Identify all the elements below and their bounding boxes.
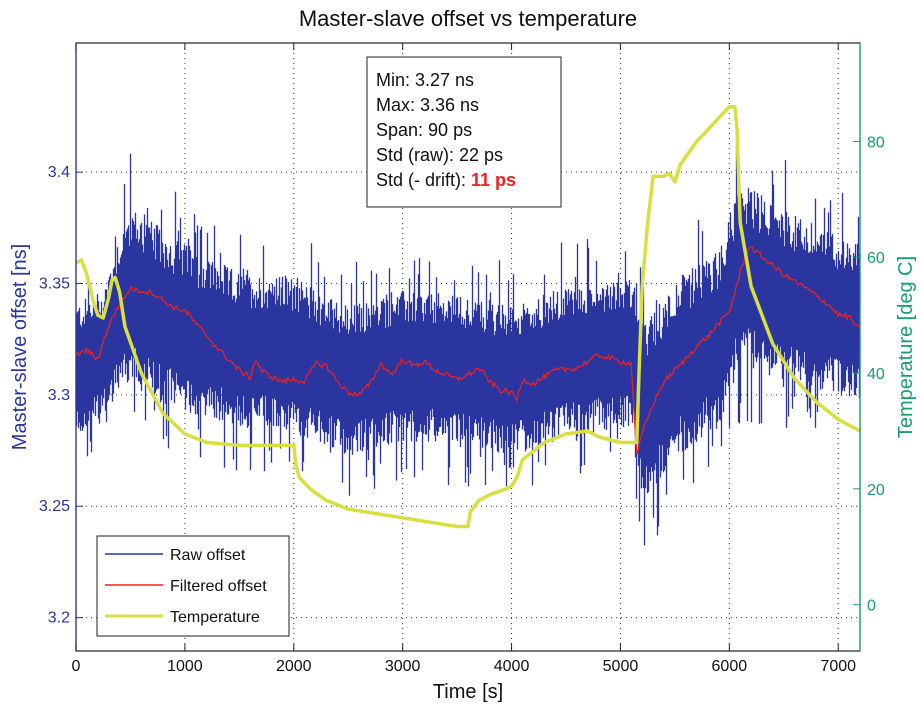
- y-tick-label: 3.25: [39, 498, 70, 515]
- stats-max: Max: 3.36 ns: [376, 95, 479, 115]
- temperature-series: [75, 104, 861, 529]
- filtered-offset-line: [75, 246, 860, 455]
- y-tick-label: 3.35: [39, 276, 70, 293]
- stats-std-raw: Std (raw): 22 ps: [376, 145, 503, 165]
- axis-ticks: 0 1000 2000 3000 4000 5000 6000 7000 3.2 3.25 3.3 3…: [39, 43, 885, 675]
- x-tick-label: 4000: [494, 658, 530, 675]
- y-tick-label: 3.2: [48, 610, 70, 627]
- legend-label-filtered: Filtered offset: [170, 578, 267, 595]
- y2-tick-label: 20: [867, 482, 885, 499]
- x-tick-label: 2000: [276, 658, 312, 675]
- legend-label-raw: Raw offset: [170, 547, 246, 564]
- stats-span: Span: 90 ps: [376, 120, 472, 140]
- y-tick-label: 3.3: [48, 387, 70, 404]
- filtered-offset-series: [75, 246, 860, 455]
- x-tick-label: 1000: [167, 658, 203, 675]
- y2-tick-label: 40: [867, 366, 885, 383]
- stats-box: Min: 3.27 ns Max: 3.36 ns Span: 90 ps St…: [366, 56, 562, 208]
- stats-min: Min: 3.27 ns: [376, 70, 474, 90]
- y-tick-label: 3.4: [48, 164, 70, 181]
- x-tick-label: 6000: [712, 658, 748, 675]
- stats-std-drift-value: 11 ps: [471, 170, 516, 190]
- x-tick-label: 3000: [385, 658, 421, 675]
- legend-label-temperature: Temperature: [170, 609, 260, 626]
- chart-title: Master-slave offset vs temperature: [299, 6, 637, 31]
- y-axis-label: Master-slave offset [ns]: [9, 244, 31, 450]
- x-tick-label: 0: [72, 658, 81, 675]
- legend-frame: [96, 535, 290, 637]
- temperature-line: [75, 104, 861, 529]
- stats-box-frame: [366, 56, 562, 208]
- legend: Raw offset Filtered offset Temperature: [96, 535, 290, 637]
- y2-axis-label: Temperature [deg C]: [895, 256, 917, 438]
- x-axis-label: Time [s]: [433, 681, 503, 703]
- y2-tick-label: 80: [867, 134, 885, 151]
- y2-tick-label: 0: [867, 598, 876, 615]
- x-tick-label: 5000: [603, 658, 639, 675]
- y2-tick-label: 60: [867, 250, 885, 267]
- x-tick-label: 7000: [820, 658, 856, 675]
- stats-std-drift-label: Std (- drift):: [376, 170, 471, 190]
- stats-std-drift: Std (- drift): 11 ps: [376, 170, 516, 190]
